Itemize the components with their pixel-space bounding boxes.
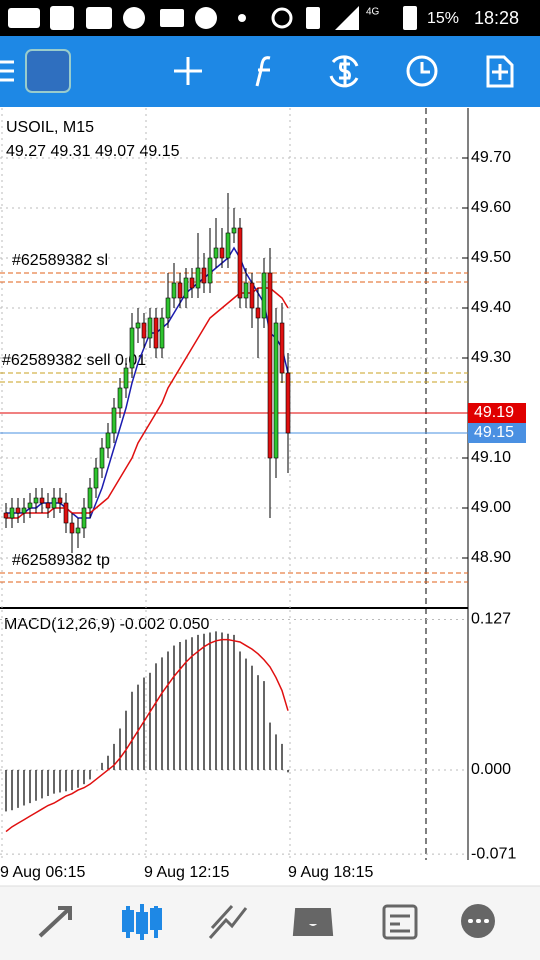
- y-tick-label: 49.70: [471, 149, 511, 166]
- candle-body: [267, 272, 273, 459]
- history-tab[interactable]: [292, 908, 334, 936]
- candle-body: [279, 322, 285, 374]
- candle-body: [9, 507, 15, 519]
- quotes-tab[interactable]: [38, 906, 72, 938]
- candle-body: [75, 527, 81, 534]
- candle-body: [123, 367, 129, 389]
- bid-box: [468, 423, 526, 443]
- candle-body: [255, 307, 261, 319]
- candle-body: [225, 232, 231, 259]
- y-tick-label: 48.90: [471, 549, 511, 566]
- y-tick-label: 0.000: [471, 761, 511, 778]
- chart-tab[interactable]: [122, 904, 162, 940]
- candle-body: [261, 272, 267, 319]
- candle-body: [249, 282, 255, 309]
- candle-body: [213, 247, 219, 259]
- x-tick-label: 9 Aug 18:15: [288, 864, 374, 881]
- y-tick-label: 49.10: [471, 449, 511, 466]
- new-order-button[interactable]: [486, 55, 514, 88]
- ask-label: 49.19: [474, 404, 514, 421]
- candle-body: [147, 317, 153, 339]
- candle-body: [135, 322, 141, 329]
- order-label: #62589382 sell 0.01: [2, 352, 146, 369]
- candle-body: [207, 257, 213, 284]
- candle-body: [57, 497, 63, 504]
- candle-body: [237, 227, 243, 299]
- trade-tab[interactable]: [208, 904, 248, 939]
- candle-body: [195, 267, 201, 289]
- candle-body: [285, 372, 291, 434]
- order-label: #62589382 sl: [12, 252, 108, 269]
- candle-body: [231, 227, 237, 234]
- clock: 18:28: [474, 8, 519, 28]
- candle-body: [159, 317, 165, 349]
- y-tick-label: 49.00: [471, 499, 511, 516]
- status-icons: [8, 6, 417, 30]
- candle-body: [51, 497, 57, 509]
- candle-body: [177, 282, 183, 299]
- candle-body: [93, 467, 99, 489]
- bid-label: 49.15: [474, 424, 514, 441]
- candle-body: [69, 522, 75, 534]
- candle-body: [183, 277, 189, 299]
- indicators-button[interactable]: [255, 56, 271, 87]
- candle-body: [201, 267, 207, 284]
- nav-icons: [38, 904, 495, 940]
- candle-body: [87, 487, 93, 509]
- ask-box: [468, 403, 526, 423]
- macd-title: MACD(12,26,9) -0.002 0.050: [4, 616, 210, 633]
- candle-body: [39, 497, 45, 504]
- candle-body: [165, 297, 171, 319]
- signal-line: [5, 638, 289, 833]
- y-tick-label: 0.127: [471, 611, 511, 628]
- candle-body: [189, 277, 195, 289]
- chart-title: USOIL, M15: [6, 119, 94, 136]
- x-tick-label: 9 Aug 06:15: [0, 864, 86, 881]
- candle-body: [3, 512, 9, 519]
- candle-body: [273, 322, 279, 459]
- battery-label: 15%: [427, 10, 459, 27]
- candle-body: [21, 507, 27, 514]
- candle-body: [153, 317, 159, 349]
- candle-body: [99, 447, 105, 469]
- x-tick-label: 9 Aug 12:15: [144, 864, 230, 881]
- y-tick-label: 49.40: [471, 299, 511, 316]
- candle-body: [243, 282, 249, 299]
- y-tick-label: 49.30: [471, 349, 511, 366]
- crosshair-button[interactable]: [174, 57, 202, 85]
- app-icon[interactable]: [25, 49, 71, 93]
- candle-body: [105, 432, 111, 449]
- candle-body: [219, 247, 225, 259]
- ohlc-readout: 49.27 49.31 49.07 49.15: [6, 143, 180, 160]
- candle-body: [141, 322, 147, 339]
- order-label: #62589382 tp: [12, 552, 110, 569]
- toolbar-icons: [0, 49, 514, 93]
- candle-body: [45, 502, 51, 509]
- bottom-nav: [0, 886, 540, 960]
- candle-body: [27, 502, 33, 509]
- candle-body: [129, 327, 135, 369]
- y-tick-label: 49.50: [471, 249, 511, 266]
- news-tab[interactable]: [382, 904, 418, 940]
- candle-body: [171, 282, 177, 299]
- moving-average: [6, 287, 289, 519]
- candle-body: [63, 502, 69, 524]
- menu-button[interactable]: [0, 60, 14, 82]
- timeframe-button[interactable]: [406, 55, 438, 87]
- candle-body: [33, 497, 39, 504]
- candle-body: [81, 507, 87, 529]
- symbol-button[interactable]: [329, 55, 359, 88]
- network-label: 4G: [366, 7, 380, 18]
- candle-body: [117, 387, 123, 409]
- y-tick-label: 49.60: [471, 199, 511, 216]
- y-tick-label: -0.071: [471, 845, 516, 862]
- candle-body: [15, 507, 21, 514]
- candle-body: [111, 407, 117, 434]
